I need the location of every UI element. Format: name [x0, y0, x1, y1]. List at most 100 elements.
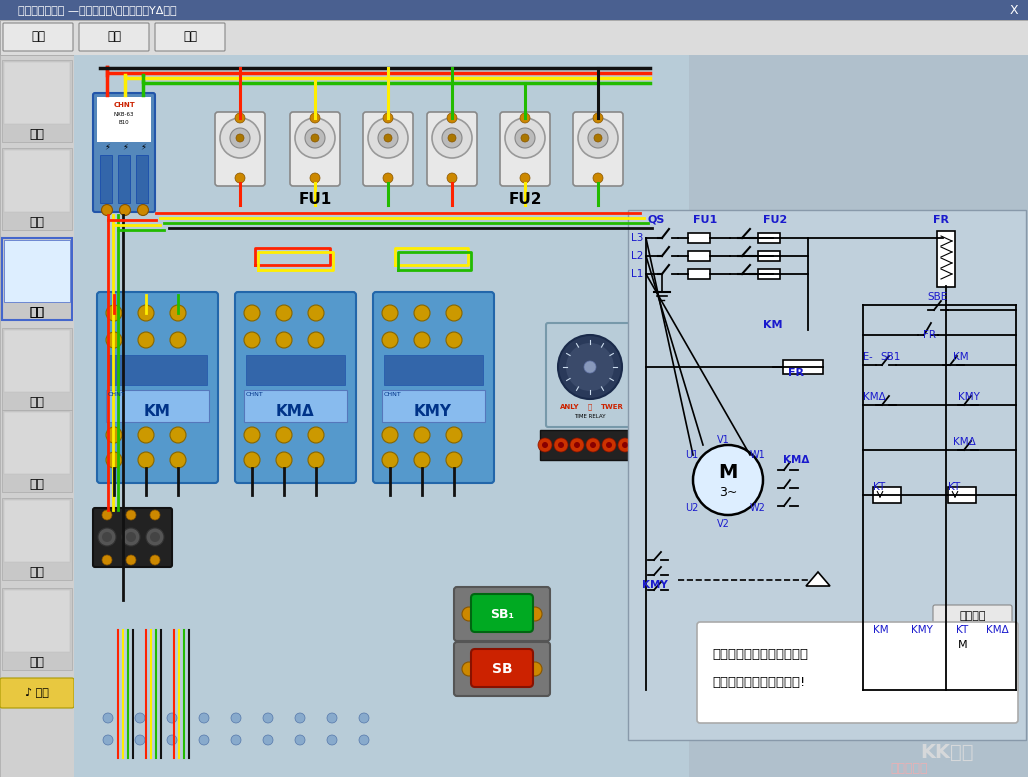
Text: 首页: 首页 — [31, 30, 45, 44]
Text: KM: KM — [873, 625, 888, 635]
Circle shape — [462, 662, 476, 676]
Circle shape — [590, 442, 596, 448]
Bar — [4, 590, 70, 652]
Text: TWER: TWER — [601, 404, 624, 410]
Text: KMΔ: KMΔ — [986, 625, 1008, 635]
Bar — [0, 0, 1028, 20]
Circle shape — [594, 134, 602, 142]
Text: ⚡: ⚡ — [122, 142, 127, 152]
Circle shape — [586, 438, 600, 452]
Text: V1: V1 — [717, 435, 730, 445]
Circle shape — [150, 532, 160, 542]
Circle shape — [462, 607, 476, 621]
Circle shape — [295, 118, 335, 158]
Circle shape — [528, 607, 542, 621]
Circle shape — [442, 128, 462, 148]
FancyBboxPatch shape — [93, 93, 155, 212]
Text: V2: V2 — [717, 519, 730, 529]
Text: KMΔ: KMΔ — [276, 403, 315, 419]
Text: X: X — [1009, 4, 1018, 16]
Circle shape — [167, 713, 177, 723]
Circle shape — [359, 713, 369, 723]
Circle shape — [138, 204, 148, 215]
Bar — [873, 487, 901, 503]
Circle shape — [102, 204, 112, 215]
Circle shape — [305, 128, 325, 148]
Circle shape — [414, 427, 430, 443]
Circle shape — [384, 134, 392, 142]
Bar — [106, 390, 209, 422]
Text: L1: L1 — [631, 269, 644, 279]
Circle shape — [368, 118, 408, 158]
Circle shape — [244, 452, 260, 468]
Bar — [2, 498, 72, 580]
Text: TIME RELAY: TIME RELAY — [575, 414, 605, 420]
Text: 布局: 布局 — [30, 395, 44, 409]
Text: KM: KM — [953, 352, 968, 362]
Bar — [2, 328, 72, 410]
Circle shape — [505, 118, 545, 158]
Circle shape — [558, 442, 564, 448]
Bar — [758, 269, 780, 279]
Text: KT: KT — [873, 482, 885, 492]
Bar — [74, 55, 689, 777]
Circle shape — [230, 128, 250, 148]
Circle shape — [276, 452, 292, 468]
Circle shape — [126, 555, 136, 565]
Bar — [758, 251, 780, 261]
Circle shape — [199, 735, 209, 745]
Text: W2: W2 — [750, 503, 766, 513]
Bar — [688, 269, 710, 279]
Bar — [384, 355, 483, 385]
Text: NXB-63: NXB-63 — [114, 113, 135, 117]
Text: KMΔ: KMΔ — [783, 455, 809, 465]
Text: 器材: 器材 — [30, 127, 44, 141]
Text: SB₁: SB₁ — [490, 608, 514, 621]
Bar — [4, 62, 70, 124]
Bar — [4, 500, 70, 562]
Circle shape — [588, 128, 608, 148]
Circle shape — [170, 332, 186, 348]
Circle shape — [231, 713, 241, 723]
Circle shape — [310, 173, 320, 183]
Circle shape — [235, 113, 245, 123]
Circle shape — [382, 332, 398, 348]
FancyBboxPatch shape — [933, 605, 1012, 627]
Text: 号上查看器件名称和作用!: 号上查看器件名称和作用! — [712, 677, 805, 689]
Circle shape — [602, 438, 616, 452]
FancyBboxPatch shape — [155, 23, 225, 51]
Text: FR: FR — [923, 330, 937, 340]
Text: 🔴: 🔴 — [588, 404, 592, 410]
Text: KMΔ: KMΔ — [953, 437, 976, 447]
Bar — [758, 233, 780, 243]
Text: 返回: 返回 — [107, 30, 121, 44]
Circle shape — [308, 427, 324, 443]
Circle shape — [103, 713, 113, 723]
Circle shape — [310, 113, 320, 123]
Text: ⚡: ⚡ — [104, 142, 110, 152]
Circle shape — [520, 173, 530, 183]
Text: CHNT: CHNT — [108, 392, 125, 397]
Text: 原理: 原理 — [30, 305, 44, 319]
Text: FU2: FU2 — [508, 193, 542, 207]
Bar — [783, 360, 823, 374]
Circle shape — [119, 204, 131, 215]
Circle shape — [308, 452, 324, 468]
Circle shape — [622, 442, 628, 448]
Text: FR: FR — [788, 368, 804, 378]
Text: FR: FR — [933, 215, 949, 225]
Circle shape — [102, 555, 112, 565]
Bar — [628, 210, 1026, 740]
Bar — [2, 238, 72, 320]
Bar — [2, 588, 72, 670]
FancyBboxPatch shape — [937, 231, 955, 287]
Text: 电路: 电路 — [30, 215, 44, 228]
Text: U2: U2 — [685, 503, 698, 513]
Circle shape — [618, 438, 632, 452]
FancyBboxPatch shape — [471, 649, 533, 687]
Text: 求爱破解了: 求爱破解了 — [890, 761, 927, 775]
Circle shape — [446, 452, 462, 468]
FancyBboxPatch shape — [215, 112, 265, 186]
Circle shape — [122, 528, 140, 546]
Text: 将鼠标放到原理图中器件符: 将鼠标放到原理图中器件符 — [712, 649, 808, 661]
